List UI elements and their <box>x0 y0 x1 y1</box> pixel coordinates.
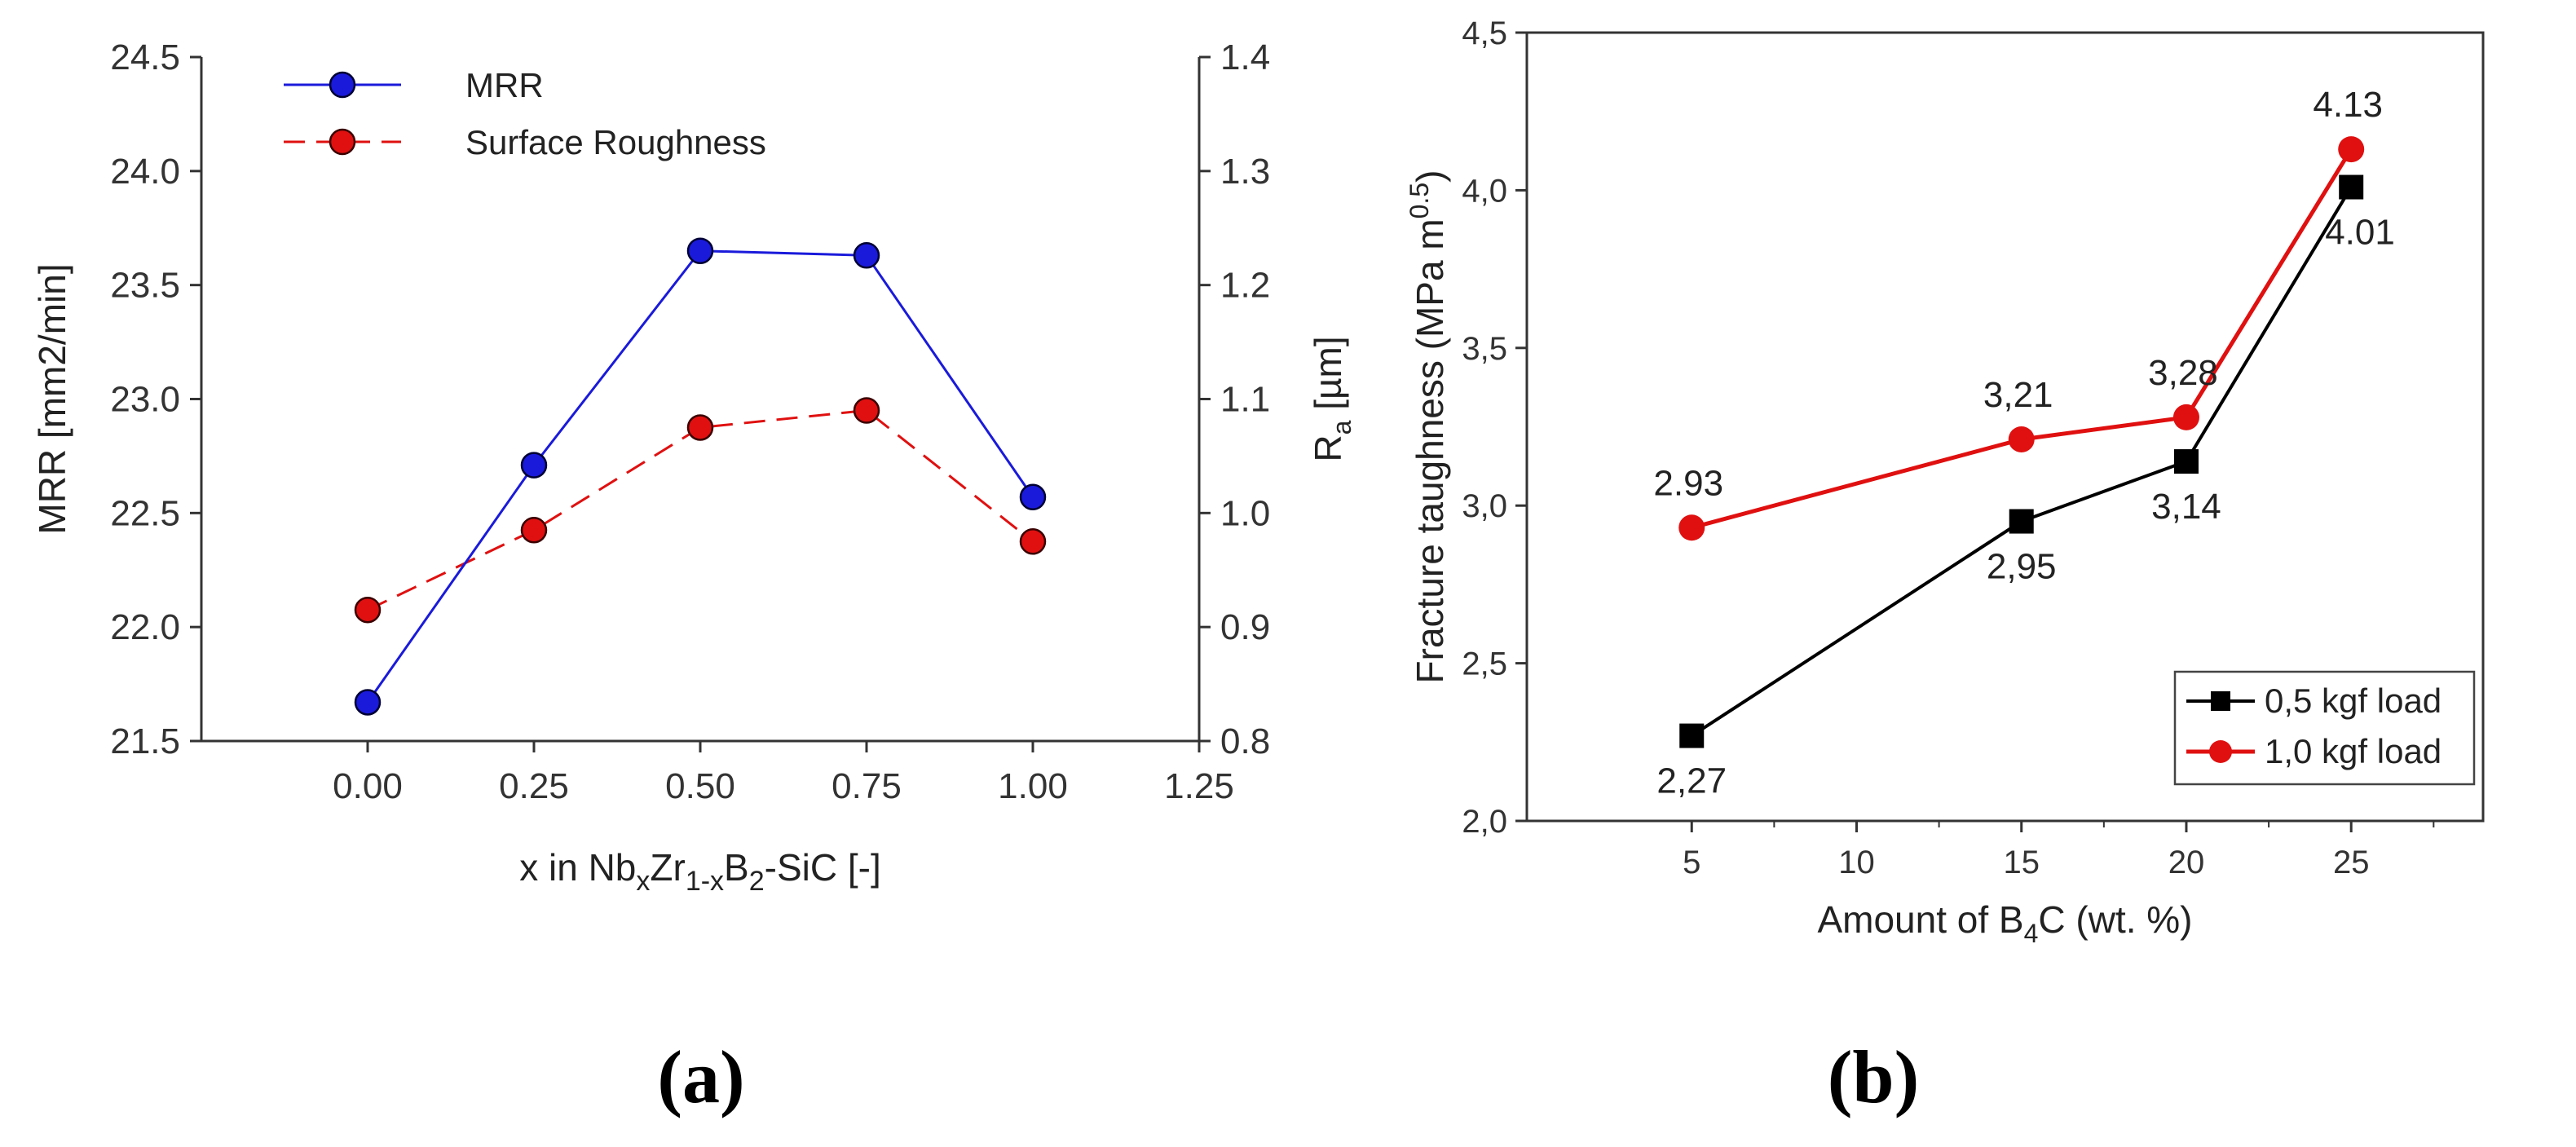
legend-label-surface-roughness: Surface Roughness <box>465 123 766 161</box>
point-0-5-kgf <box>2009 509 2034 534</box>
point-surface-roughness <box>1019 528 1047 555</box>
data-label-1-0-kgf: 4.13 <box>2313 85 2383 125</box>
y2-tick-label: 1.2 <box>1220 266 1270 306</box>
y-tick-label: 23.0 <box>110 380 180 420</box>
x-tick-label: 0.25 <box>499 766 569 806</box>
legend-marker-1-0-kgf <box>2209 740 2232 763</box>
legend-marker-mrr <box>329 71 356 99</box>
point-mrr <box>853 242 880 269</box>
x-tick-label: 20 <box>2168 845 2205 880</box>
point-surface-roughness <box>354 596 382 624</box>
plot-frame <box>1525 31 2485 823</box>
legend-marker-surface-roughness <box>329 128 356 156</box>
y2-tick-label: 1.4 <box>1220 37 1270 77</box>
y-tick-label: 23.5 <box>110 266 180 306</box>
y-tick-label: 2,5 <box>1462 646 1507 682</box>
y2-tick-label: 1.1 <box>1220 380 1270 420</box>
point-1-0-kgf <box>2008 426 2035 452</box>
legend-label-0-5-kgf: 0,5 kgf load <box>2265 682 2441 720</box>
y-tick-label: 22.5 <box>110 493 180 533</box>
x-axis-label: Amount of B4C (wt. %) <box>1817 898 2192 948</box>
data-label-0-5-kgf: 4.01 <box>2325 213 2395 253</box>
point-0-5-kgf <box>2173 449 2199 474</box>
x-tick-label: 10 <box>1838 845 1875 880</box>
x-tick-label: 1.00 <box>998 766 1068 806</box>
point-surface-roughness <box>520 517 548 544</box>
point-mrr <box>354 689 382 716</box>
data-label-1-0-kgf: 2.93 <box>1653 463 1723 503</box>
chart-b-fracture-toughness: 5 10 15 20 25 2,0 2,5 3,0 3,5 4,0 4,5 Amount of B4C… <box>1405 15 2485 1118</box>
legend-box <box>2173 670 2476 786</box>
point-mrr <box>1019 483 1047 511</box>
x-tick-label: 5 <box>1683 845 1700 880</box>
y2-tick-label: 1.3 <box>1220 152 1270 192</box>
x-tick-label: 0.50 <box>665 766 735 806</box>
data-label-1-0-kgf: 3,28 <box>2148 353 2218 393</box>
panel-label-a: (a) <box>657 1035 744 1118</box>
y2-tick-label: 0.8 <box>1220 721 1270 761</box>
y2-tick-label: 0.9 <box>1220 607 1270 647</box>
x-tick-label: 1.25 <box>1164 766 1234 806</box>
point-mrr <box>686 237 714 264</box>
chart-a-mrr-roughness: 0.00 0.25 0.50 0.75 1.00 1.25 21.5 22.0 22.5 23.0… <box>31 37 1356 1118</box>
series-line-0-5-kgf <box>1691 186 2353 738</box>
legend-label-1-0-kgf: 1,0 kgf load <box>2265 732 2441 770</box>
point-surface-roughness <box>853 397 880 424</box>
point-mrr <box>520 452 548 479</box>
y-tick-label: 21.5 <box>110 721 180 761</box>
y2-tick-label: 1.0 <box>1220 493 1270 533</box>
y-tick-label: 3,0 <box>1462 488 1507 524</box>
series-line-1-0-kgf <box>1691 148 2353 530</box>
data-label-0-5-kgf: 3,14 <box>2151 487 2221 527</box>
panel-label-b: (b) <box>1828 1035 1919 1118</box>
data-label-0-5-kgf: 2,27 <box>1656 761 1727 801</box>
point-1-0-kgf <box>2172 404 2199 430</box>
y-axis-label: MRR [mm2/min] <box>31 263 73 534</box>
series-line-mrr <box>366 249 1034 704</box>
data-label-0-5-kgf: 2,95 <box>1987 547 2057 587</box>
y-tick-label: 24.0 <box>110 152 180 192</box>
y-tick-label: 4,0 <box>1462 173 1507 209</box>
point-0-5-kgf <box>2339 174 2364 200</box>
y-tick-label: 2,0 <box>1462 804 1507 840</box>
y-axis-label: Fracture taughness (MPa m0.5) <box>1405 170 1451 684</box>
y-tick-label: 22.0 <box>110 607 180 647</box>
point-1-0-kgf <box>2338 136 2365 163</box>
y-tick-label: 24.5 <box>110 37 180 77</box>
x-tick-label: 15 <box>2003 845 2040 880</box>
y2-axis-label: Ra [µm] <box>1307 336 1356 461</box>
point-1-0-kgf <box>1678 514 1705 541</box>
x-tick-label: 0.00 <box>333 766 403 806</box>
x-tick-label: 0.75 <box>831 766 902 806</box>
legend-marker-0-5-kgf <box>2211 691 2230 711</box>
data-label-1-0-kgf: 3,21 <box>1983 375 2053 415</box>
y-tick-label: 3,5 <box>1462 331 1507 367</box>
x-tick-label: 25 <box>2333 845 2370 880</box>
legend-label-mrr: MRR <box>465 66 544 104</box>
x-axis-label: x in NbxZr1-xB2-SiC [-] <box>519 846 881 897</box>
point-surface-roughness <box>686 414 714 441</box>
point-0-5-kgf <box>1679 723 1705 748</box>
y-tick-label: 4,5 <box>1462 15 1507 51</box>
